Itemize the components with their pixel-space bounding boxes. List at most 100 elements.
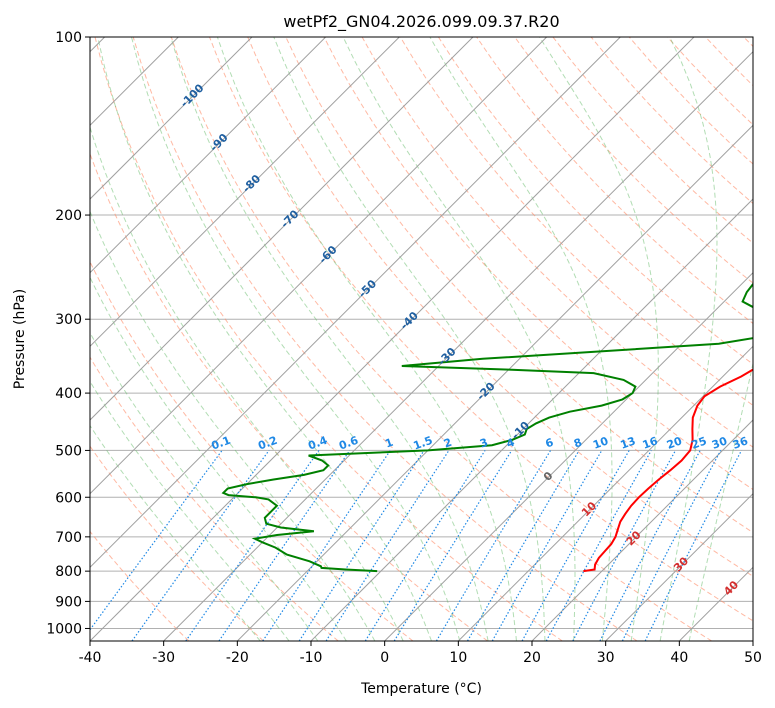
y-axis: 100 200 300 400 500 600 700 800 900 1000 <box>46 30 90 637</box>
isotherm-line <box>90 37 253 200</box>
y-tick-label: 400 <box>55 386 82 402</box>
mixing-ratio-line <box>572 450 677 641</box>
dry-adiabat-line <box>437 37 753 365</box>
moist-adiabat-line <box>90 424 261 641</box>
isotherm-line <box>90 37 474 421</box>
mixing-ratio-label: 1 <box>383 436 395 451</box>
moist-adiabat-line <box>216 37 517 641</box>
x-axis-label: Temperature (°C) <box>360 681 482 697</box>
mixing-ratio-label: 13 <box>619 434 638 451</box>
isotherm-line <box>163 50 753 641</box>
moist-adiabat-line <box>688 361 753 641</box>
mixing-ratio-label: 6 <box>544 436 556 451</box>
mixing-ratio-line <box>521 450 630 641</box>
isotherm-line <box>457 345 753 641</box>
mixing-ratio-label: 10 <box>591 434 610 452</box>
x-tick-label: 0 <box>380 650 389 666</box>
mixing-ratio-label: 8 <box>572 436 584 451</box>
isotherm-line <box>90 37 621 569</box>
plot-background <box>90 37 753 641</box>
mixing-ratio-label: 0.2 <box>256 434 279 453</box>
temperature-profile-line <box>583 368 753 573</box>
mixing-ratio-label: 20 <box>665 434 684 452</box>
y-tick-label: 600 <box>55 490 82 506</box>
dry-adiabat-line <box>323 37 753 491</box>
mixing-ratio-line <box>435 450 552 641</box>
mixing-ratio-label: 1.5 <box>412 434 435 453</box>
dry-adiabat-line <box>90 530 190 641</box>
y-tick-label: 1000 <box>46 621 82 637</box>
moist-adiabat-line <box>429 37 613 641</box>
mixing-ratio-line <box>364 450 486 641</box>
moist-adiabat-line <box>97 37 432 641</box>
dry-adiabat-line <box>90 445 264 641</box>
isotherm-line <box>384 271 753 641</box>
moist-adiabat-line <box>90 125 404 641</box>
x-tick-label: 20 <box>523 650 541 666</box>
dry-adiabat-line <box>132 37 638 641</box>
y-axis-label: Pressure (hPa) <box>12 289 28 389</box>
dry-adiabat-line <box>399 37 753 407</box>
mixing-ratio-label: 0.6 <box>337 434 360 453</box>
mixing-ratio-label: 25 <box>690 434 709 451</box>
x-axis: -40 -30 -20 -10 0 10 20 30 40 50 <box>79 641 762 666</box>
dry-adiabat-line <box>170 37 712 641</box>
moist-adiabat-line <box>90 210 376 641</box>
dry-adiabat-line <box>209 37 753 622</box>
y-tick-label: 100 <box>55 30 82 46</box>
isotherm-line <box>90 37 327 274</box>
x-tick-label: 30 <box>597 650 615 666</box>
mixing-ratio-line <box>131 450 270 641</box>
mixing-ratio-line <box>185 450 320 641</box>
chart-title: wetPf2_GN04.2026.099.09.37.R20 <box>283 12 559 32</box>
dry-adiabat-line <box>90 356 339 641</box>
x-tick-label: -30 <box>152 650 175 666</box>
moist-adiabat-line <box>90 331 319 641</box>
isotherm-line <box>90 37 695 641</box>
isotherm-line <box>752 640 753 641</box>
dry-adiabat-line <box>94 37 563 641</box>
plot-frame <box>89 36 754 642</box>
mixing-ratio-label: 4 <box>505 436 517 451</box>
x-tick-label: -20 <box>226 650 249 666</box>
mixing-ratio-line <box>545 450 652 641</box>
mixing-ratio-label: 2 <box>442 436 454 451</box>
moist-adiabat-line <box>131 37 461 641</box>
dry-adiabat-line <box>247 37 753 577</box>
x-tick-label: -10 <box>300 650 323 666</box>
moist-adiabat-line <box>342 37 576 641</box>
moist-adiabat-line <box>659 37 718 641</box>
data-series <box>221 282 753 573</box>
mixing-ratio-label: 3 <box>478 436 490 451</box>
x-tick-label: -40 <box>79 650 102 666</box>
isotherm-line <box>310 198 753 641</box>
y-tick-label: 900 <box>55 594 82 610</box>
moist-adiabat-line <box>273 37 546 641</box>
moist-adiabat-line <box>90 276 347 641</box>
dry-adiabat-line <box>514 37 753 284</box>
mixing-ratio-line <box>621 450 722 641</box>
mixing-ratio-label: 16 <box>641 434 660 452</box>
mixing-ratio-label: 0.4 <box>306 434 329 453</box>
moist-adiabat-line <box>170 37 489 641</box>
isotherm-line <box>90 37 548 495</box>
dewpoint-profile-line <box>221 282 753 573</box>
mixing-ratio-line <box>218 450 351 641</box>
mixing-ratio-label: 36 <box>731 434 750 452</box>
y-tick-label: 300 <box>55 312 82 328</box>
x-tick-label: 40 <box>670 650 688 666</box>
mixing-ratio-line <box>90 450 223 631</box>
y-tick-label: 800 <box>55 564 82 580</box>
mixing-ratio-label: 0.1 <box>210 434 233 453</box>
mixing-ratio-line <box>393 450 513 641</box>
mixing-ratio-line <box>262 450 391 641</box>
mixing-ratio-line <box>325 450 450 641</box>
isotherm-line <box>236 124 753 641</box>
y-tick-label: 200 <box>55 208 82 224</box>
mixing-ratio-line <box>599 450 701 641</box>
isotherm-line <box>90 37 400 348</box>
x-tick-label: 50 <box>744 650 762 666</box>
y-tick-label: 500 <box>55 443 82 459</box>
isotherm-line <box>605 492 753 641</box>
